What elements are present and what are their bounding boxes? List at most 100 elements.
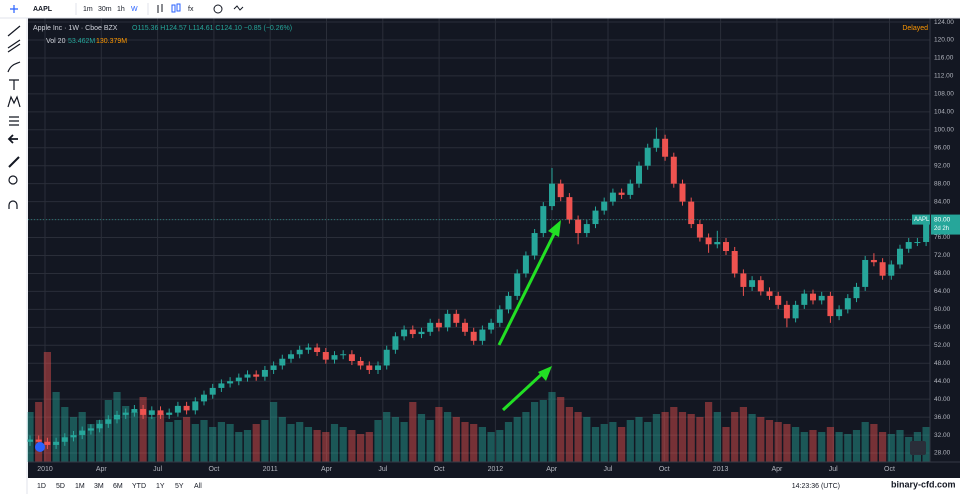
interval-button-active[interactable]: W	[131, 6, 138, 13]
candle-body	[418, 331, 425, 335]
crosshair-tool[interactable]	[10, 5, 18, 13]
candle-body	[627, 183, 634, 195]
x-tick-label: Apr	[321, 466, 333, 473]
candle-body	[157, 410, 164, 415]
candle-body	[392, 336, 399, 350]
volume-bar	[818, 432, 826, 462]
candle-body	[27, 439, 33, 442]
y-tick-label: 112.00	[934, 73, 954, 80]
candle-body	[366, 365, 373, 370]
brush-tool[interactable]	[7, 61, 21, 73]
pattern-tool[interactable]	[7, 95, 21, 108]
y-tick-label: 36.00	[934, 414, 951, 421]
volume-bar	[339, 427, 347, 462]
candle-body	[131, 409, 138, 413]
candle-body	[348, 354, 355, 361]
indicators-icon[interactable]: fx	[188, 6, 194, 13]
alert-icon[interactable]	[233, 5, 244, 11]
candle-body	[505, 295, 512, 310]
volume-value: 53.462M	[68, 38, 95, 45]
volume-bar	[739, 407, 747, 462]
range-button[interactable]: 6M	[113, 483, 123, 490]
cloud-icon[interactable]	[35, 442, 45, 452]
candle-body	[401, 329, 408, 337]
volume-bar	[531, 402, 539, 462]
candle-body	[557, 183, 564, 198]
volume-bar	[696, 417, 704, 462]
y-tick-label: 76.00	[934, 234, 951, 241]
prediction-tool[interactable]	[9, 116, 19, 126]
candle-body	[679, 183, 686, 202]
volume-bar	[165, 422, 173, 462]
candle-body	[470, 331, 477, 341]
interval-button[interactable]: 1h	[117, 6, 125, 13]
x-tick-label: 2013	[713, 466, 729, 473]
measure-tool[interactable]	[8, 156, 20, 168]
range-button[interactable]: 3M	[94, 483, 104, 490]
candle-body	[479, 329, 486, 341]
candle-body	[87, 428, 94, 431]
x-tick-label: 2012	[488, 466, 504, 473]
candle-body	[914, 242, 921, 244]
x-tick-label: Apr	[96, 466, 108, 473]
volume-bar	[835, 432, 843, 462]
symbol-search[interactable]: AAPL	[33, 6, 53, 13]
candle-body	[140, 409, 147, 415]
interval-button[interactable]: 1m	[83, 6, 93, 13]
candle-body	[862, 259, 869, 287]
volume-bar	[705, 402, 713, 462]
range-button[interactable]: 5D	[56, 483, 65, 490]
annotation-arrow	[497, 229, 558, 346]
range-button[interactable]: 1M	[75, 483, 85, 490]
volume-bar	[348, 430, 356, 462]
volume-bar	[130, 412, 138, 462]
volume-bar	[731, 412, 739, 462]
trend-line-tool[interactable]	[7, 25, 21, 37]
volume-bar	[896, 430, 904, 462]
range-button[interactable]: 1Y	[156, 483, 165, 490]
volume-bar	[391, 417, 399, 462]
volume-bar	[618, 427, 626, 462]
compare-icon[interactable]	[213, 4, 223, 14]
x-tick-label: Jul	[829, 466, 838, 473]
candle-body	[731, 250, 738, 274]
zoom-tool[interactable]	[8, 175, 18, 185]
volume-bar	[583, 417, 591, 462]
volume-bar	[844, 434, 852, 462]
candle-body	[305, 347, 312, 350]
volume-bar	[313, 430, 321, 462]
range-button[interactable]: YTD	[132, 483, 146, 490]
candles-icon[interactable]	[171, 4, 176, 13]
volume-bar	[304, 427, 312, 462]
fib-tool[interactable]	[7, 39, 21, 53]
volume-bar	[435, 407, 443, 462]
candle-body	[427, 322, 434, 332]
candle-body	[496, 309, 503, 323]
candle-body	[235, 377, 242, 382]
scroll-right-button[interactable]	[910, 441, 926, 455]
text-tool[interactable]	[9, 79, 19, 90]
candle-body	[618, 192, 625, 195]
candle-body	[192, 401, 199, 411]
range-button[interactable]: 5Y	[175, 483, 184, 490]
magnet-tool[interactable]	[8, 200, 18, 209]
candle-body	[244, 374, 251, 378]
range-button[interactable]: All	[194, 483, 202, 490]
y-tick-label: 44.00	[934, 378, 951, 385]
y-tick-label: 88.00	[934, 180, 951, 187]
range-button[interactable]: 1D	[37, 483, 46, 490]
volume-bar	[252, 424, 260, 462]
candle-body	[897, 248, 903, 265]
arrow-head	[538, 366, 552, 381]
volume-bar	[104, 400, 112, 462]
price-axis	[930, 18, 960, 462]
volume-bar	[148, 417, 156, 462]
candle-body	[44, 441, 51, 445]
chart-type-icon[interactable]	[157, 4, 163, 13]
candles-icon[interactable]	[176, 3, 181, 12]
x-tick-label: Oct	[884, 466, 895, 473]
candle-body	[296, 349, 303, 355]
volume-bar	[278, 417, 286, 462]
hide-tools[interactable]	[7, 134, 18, 144]
interval-button[interactable]: 30m	[98, 6, 112, 13]
